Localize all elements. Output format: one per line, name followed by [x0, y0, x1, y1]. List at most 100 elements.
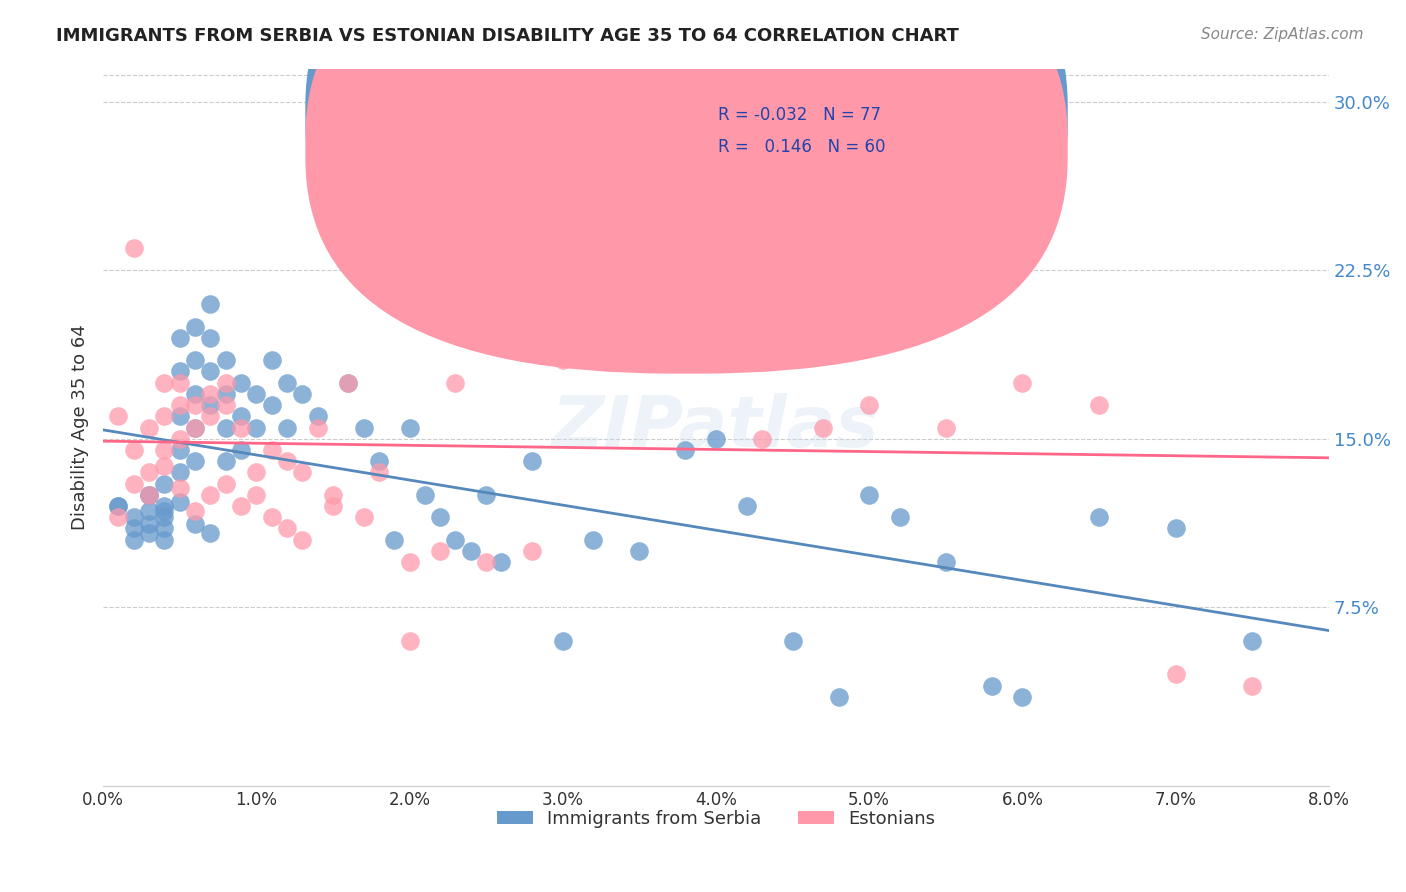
Point	[491, 162, 513, 177]
Point	[307, 409, 329, 424]
Point	[215, 420, 238, 434]
Point	[551, 633, 574, 648]
Point	[169, 398, 191, 412]
Text: R =   0.146   N = 60: R = 0.146 N = 60	[718, 138, 886, 156]
Point	[1011, 690, 1033, 704]
Point	[138, 420, 160, 434]
Point	[169, 409, 191, 424]
Point	[322, 229, 344, 244]
Point	[276, 454, 298, 468]
Point	[200, 409, 222, 424]
Point	[153, 533, 176, 547]
Point	[491, 555, 513, 569]
Point	[307, 420, 329, 434]
Point	[460, 544, 482, 558]
Point	[184, 454, 207, 468]
Point	[551, 353, 574, 368]
Point	[169, 481, 191, 495]
Point	[153, 510, 176, 524]
Point	[337, 376, 360, 390]
Point	[245, 420, 267, 434]
Point	[184, 420, 207, 434]
Point	[429, 544, 451, 558]
Point	[260, 353, 283, 368]
Point	[169, 432, 191, 446]
Point	[827, 690, 849, 704]
Point	[782, 633, 804, 648]
Point	[1164, 521, 1187, 535]
Text: R = -0.032   N = 77: R = -0.032 N = 77	[718, 106, 882, 124]
Point	[184, 516, 207, 531]
Point	[153, 503, 176, 517]
Point	[138, 488, 160, 502]
Point	[935, 555, 957, 569]
Point	[184, 319, 207, 334]
Point	[444, 376, 467, 390]
Point	[353, 420, 375, 434]
Point	[429, 510, 451, 524]
Point	[337, 376, 360, 390]
Point	[215, 398, 238, 412]
FancyBboxPatch shape	[305, 0, 1067, 342]
Point	[107, 409, 129, 424]
Point	[200, 398, 222, 412]
Y-axis label: Disability Age 35 to 64: Disability Age 35 to 64	[72, 325, 89, 531]
Point	[751, 432, 773, 446]
Point	[858, 398, 880, 412]
Point	[811, 420, 834, 434]
Point	[169, 494, 191, 508]
Point	[184, 398, 207, 412]
Point	[367, 454, 389, 468]
Point	[1088, 510, 1111, 524]
Point	[398, 420, 420, 434]
Point	[169, 376, 191, 390]
Point	[229, 499, 252, 513]
Point	[153, 499, 176, 513]
Point	[138, 525, 160, 540]
Point	[215, 454, 238, 468]
Point	[1011, 376, 1033, 390]
Point	[704, 219, 727, 233]
Point	[598, 118, 620, 132]
Point	[215, 387, 238, 401]
Point	[215, 476, 238, 491]
Point	[276, 521, 298, 535]
Point	[276, 420, 298, 434]
Point	[184, 387, 207, 401]
Point	[122, 533, 145, 547]
Point	[107, 510, 129, 524]
Text: IMMIGRANTS FROM SERBIA VS ESTONIAN DISABILITY AGE 35 TO 64 CORRELATION CHART: IMMIGRANTS FROM SERBIA VS ESTONIAN DISAB…	[56, 27, 959, 45]
Point	[322, 488, 344, 502]
Point	[1241, 679, 1264, 693]
Point	[200, 387, 222, 401]
Point	[229, 376, 252, 390]
Point	[169, 442, 191, 457]
Point	[122, 442, 145, 457]
Legend: Immigrants from Serbia, Estonians: Immigrants from Serbia, Estonians	[489, 803, 942, 835]
Point	[935, 420, 957, 434]
Point	[1164, 667, 1187, 681]
Point	[245, 488, 267, 502]
Point	[200, 364, 222, 378]
Point	[122, 521, 145, 535]
Point	[1088, 398, 1111, 412]
Point	[353, 510, 375, 524]
Point	[322, 499, 344, 513]
Point	[200, 525, 222, 540]
Point	[260, 398, 283, 412]
Point	[138, 516, 160, 531]
Point	[1241, 633, 1264, 648]
FancyBboxPatch shape	[305, 0, 1067, 374]
Point	[153, 476, 176, 491]
Point	[382, 533, 405, 547]
Point	[200, 488, 222, 502]
Point	[582, 533, 605, 547]
Point	[169, 466, 191, 480]
Point	[107, 499, 129, 513]
Point	[138, 503, 160, 517]
Point	[153, 409, 176, 424]
Point	[153, 376, 176, 390]
Point	[475, 555, 498, 569]
FancyBboxPatch shape	[648, 90, 962, 187]
Point	[200, 297, 222, 311]
